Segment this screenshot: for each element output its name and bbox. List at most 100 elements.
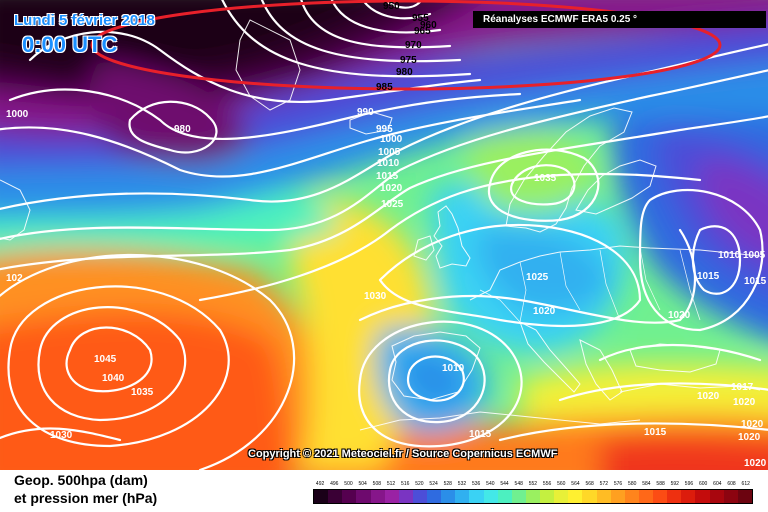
isobar-label: 970 (405, 40, 422, 51)
scale-label: 496 (330, 481, 339, 487)
scale-swatch (370, 490, 385, 503)
isobar-label: 1010 (377, 158, 400, 169)
scale-swatch (314, 490, 329, 503)
scale-swatch (483, 490, 498, 503)
color-scale: 492 496 500 504 508 512 516 520 524 528 532 536 540 5… (313, 479, 753, 504)
scale-swatch (709, 490, 724, 503)
scale-swatch (525, 490, 540, 503)
scale-swatch (469, 490, 484, 503)
isobar-label: 1005 (743, 250, 766, 261)
legend-footer: Geop. 500hpa (dam) et pression mer (hPa)… (0, 470, 768, 512)
scale-swatch (568, 490, 583, 503)
isobar-label: 1030 (50, 430, 73, 441)
scale-label: 516 (401, 481, 410, 487)
copyright-notice: Copyright © 2021 Meteociel.fr / Source C… (248, 448, 558, 460)
scale-swatch (723, 490, 738, 503)
scale-swatch (455, 490, 470, 503)
isobar-label: 1010 (442, 363, 465, 374)
color-scale-bar (313, 489, 753, 504)
scale-swatch (681, 490, 696, 503)
isobar-label: 985 (376, 82, 393, 93)
legend-title-pressure: et pression mer (hPa) (14, 490, 158, 506)
scale-swatch (638, 490, 653, 503)
isobar-label: 990 (357, 107, 374, 118)
isobar-label: 1020 (733, 397, 756, 408)
isobar-label: 1015 (376, 171, 399, 182)
scale-label: 536 (471, 481, 481, 487)
scale-label: 580 (628, 481, 637, 487)
isobar-label: 1020 (380, 183, 403, 194)
scale-label: 604 (713, 481, 722, 487)
scale-label: 556 (542, 481, 552, 487)
isobar-label: 955 (412, 13, 429, 24)
scale-label: 544 (500, 481, 509, 487)
geopotential-field (0, 0, 768, 470)
scale-swatch (624, 490, 639, 503)
isobar-label: 1005 (378, 147, 401, 158)
map-date: Lundi 5 février 2018 (14, 12, 155, 29)
scale-label: 568 (585, 481, 594, 487)
isobar-label: 1040 (102, 373, 125, 384)
isobar-label: 1020 (668, 310, 691, 321)
isobar-label: 1017 (731, 382, 754, 393)
isobar-label: 980 (396, 67, 413, 78)
isobar-label: 1020 (744, 458, 767, 469)
scale-swatch (398, 490, 413, 503)
isobar-label: 1020 (697, 391, 720, 402)
scale-swatch (342, 490, 357, 503)
scale-label: 552 (528, 481, 538, 487)
isobar-label: 1020 (741, 419, 764, 430)
isobar-label: 960 (420, 20, 437, 31)
scale-label: 548 (514, 481, 523, 487)
scale-swatch (554, 490, 569, 503)
data-source-label: Réanalyses ECMWF ERA5 0.25 ° (473, 11, 766, 28)
scale-swatch (511, 490, 526, 503)
scale-label: 528 (443, 481, 452, 487)
scale-swatch (610, 490, 625, 503)
scale-label: 576 (613, 481, 623, 487)
scale-swatch (384, 490, 399, 503)
isobar-label: 1020 (738, 432, 761, 443)
scale-label: 600 (698, 481, 708, 487)
scale-label: 588 (656, 481, 665, 487)
isobar-label: 995 (376, 124, 393, 135)
scale-label: 504 (358, 481, 367, 487)
isobar-label: 1025 (381, 199, 404, 210)
scale-label: 540 (486, 481, 495, 487)
isobar-label: 980 (174, 124, 191, 135)
scale-swatch (441, 490, 456, 503)
scale-swatch (582, 490, 597, 503)
isobar-label: 1025 (526, 272, 549, 283)
scale-swatch (653, 490, 668, 503)
scale-label: 564 (571, 481, 580, 487)
scale-label: 608 (727, 481, 736, 487)
isobar-label: 1015 (697, 271, 720, 282)
scale-swatch (667, 490, 682, 503)
scale-swatch (497, 490, 512, 503)
scale-swatch (328, 490, 343, 503)
isobar-label: 1045 (94, 354, 117, 365)
scale-label: 532 (457, 481, 467, 487)
isobar-label: 1035 (131, 387, 154, 398)
map-time: 0:00 UTC (22, 32, 118, 57)
scale-label: 612 (741, 481, 750, 487)
scale-label: 520 (415, 481, 424, 487)
scale-label: 596 (684, 481, 694, 487)
scale-label: 492 (315, 481, 325, 487)
scale-swatch (596, 490, 611, 503)
scale-label: 572 (599, 481, 609, 487)
scale-label: 560 (557, 481, 566, 487)
scale-swatch (695, 490, 710, 503)
highlight-ellipse (90, 0, 722, 91)
isobar-label: 1010 (718, 250, 741, 261)
scale-swatch (412, 490, 427, 503)
isobar-label: 975 (400, 55, 417, 66)
legend-title-geopotential: Geop. 500hpa (dam) (14, 472, 148, 488)
scale-label: 592 (670, 481, 679, 487)
scale-swatch (540, 490, 555, 503)
scale-swatch (356, 490, 371, 503)
isobar-label: 1035 (534, 173, 557, 184)
isobar-label: 1000 (6, 109, 29, 120)
isobar-label: 1020 (533, 306, 556, 317)
scale-swatch (427, 490, 442, 503)
